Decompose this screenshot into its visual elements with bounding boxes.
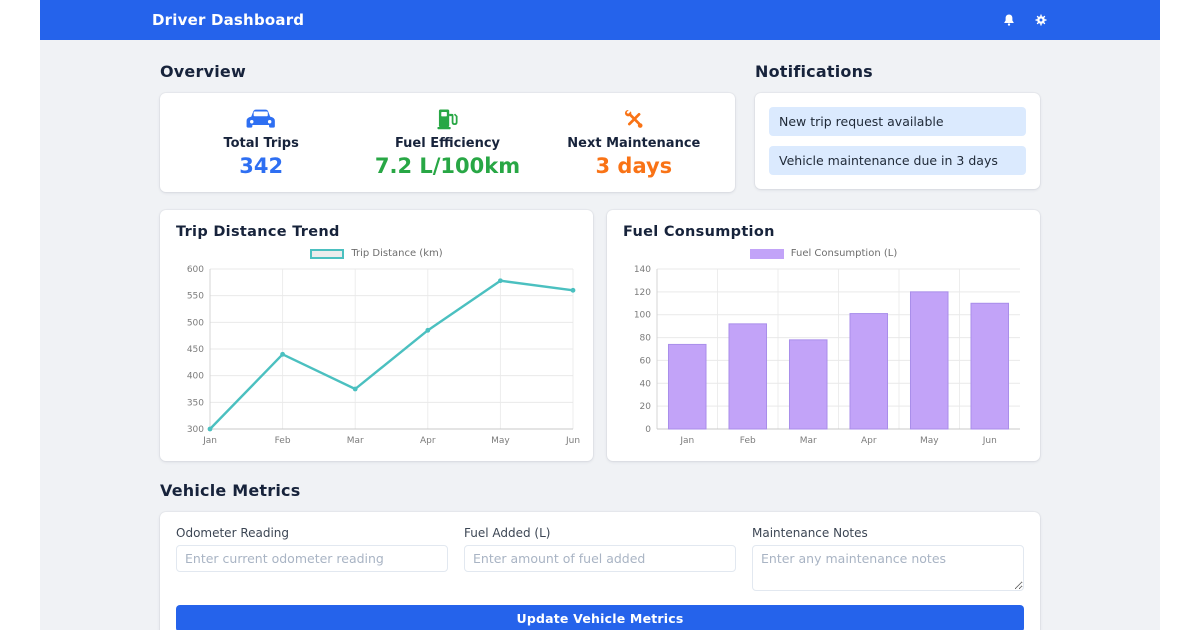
svg-text:0: 0	[645, 425, 651, 435]
bell-icon[interactable]	[1002, 13, 1016, 27]
svg-text:Apr: Apr	[861, 436, 877, 446]
legend-swatch-bar	[749, 248, 784, 259]
fuel-added-input[interactable]	[464, 545, 736, 572]
maintenance-notes-field-group: Maintenance Notes	[752, 526, 1024, 595]
svg-text:Feb: Feb	[275, 436, 291, 446]
svg-text:60: 60	[640, 356, 652, 366]
odometer-field-group: Odometer Reading	[176, 526, 448, 572]
notification-item: Vehicle maintenance due in 3 days	[769, 146, 1026, 175]
overview-heading: Overview	[160, 62, 246, 81]
vehicle-metrics-section: Vehicle Metrics Odometer Reading Fuel Ad…	[160, 481, 1040, 630]
overview-section: Overview Total Trips	[160, 62, 735, 192]
svg-text:450: 450	[187, 345, 204, 355]
notifications-heading: Notifications	[755, 62, 873, 81]
stat-label: Total Trips	[223, 136, 299, 151]
fuel-consumption-chart-card: Fuel Consumption Fuel Consumption (L) 0 2…	[607, 210, 1040, 461]
fuel-consumption-legend: Fuel Consumption (L)	[623, 248, 1024, 259]
svg-text:300: 300	[187, 425, 204, 435]
settings-gear-icon[interactable]	[1034, 13, 1048, 27]
stat-total-trips: Total Trips 342	[168, 107, 354, 178]
svg-text:100: 100	[634, 311, 651, 321]
svg-text:80: 80	[640, 334, 652, 344]
overview-card: Total Trips 342	[160, 93, 735, 192]
stat-value-total-trips: 342	[239, 154, 284, 178]
odometer-input[interactable]	[176, 545, 448, 572]
svg-text:May: May	[491, 436, 510, 446]
svg-text:Feb: Feb	[740, 436, 756, 446]
stat-label: Fuel Efficiency	[394, 136, 501, 151]
svg-text:Jan: Jan	[679, 436, 694, 446]
app-container: Driver Dashboard	[40, 0, 1160, 630]
svg-text:600: 600	[187, 265, 204, 275]
svg-text:Jun: Jun	[565, 436, 580, 446]
fuel-pump-icon	[354, 107, 540, 131]
odometer-label: Odometer Reading	[176, 526, 290, 540]
header-icons	[1002, 13, 1048, 27]
trip-distance-line-chart: Jan Feb Mar Apr May Jun 300 350 400 450 500 550 600	[187, 265, 580, 446]
trip-distance-legend: Trip Distance (km)	[176, 248, 577, 259]
fuel-consumption-chart-title: Fuel Consumption	[623, 224, 775, 240]
svg-text:40: 40	[640, 379, 652, 389]
trip-distance-chart-card: Trip Distance Trend Trip Distance (km) J…	[160, 210, 593, 461]
fuel-consumption-bar-chart: 0 20 40 60 80 100 120 140 Jan Feb Mar Apr May Jun	[634, 265, 1020, 446]
svg-text:140: 140	[634, 265, 651, 275]
svg-text:Jan: Jan	[202, 436, 217, 446]
tools-icon	[541, 107, 727, 131]
trip-distance-chart-title: Trip Distance Trend	[176, 224, 340, 240]
notification-item: New trip request available	[769, 107, 1026, 136]
svg-text:Apr: Apr	[420, 436, 436, 446]
stat-next-maintenance: Next Maintenance 3 days	[541, 107, 727, 178]
maintenance-notes-label: Maintenance Notes	[752, 526, 868, 540]
fuel-added-label: Fuel Added (L)	[464, 526, 551, 540]
stat-value-next-maintenance: 3 days	[595, 154, 673, 178]
svg-text:550: 550	[187, 292, 204, 302]
svg-text:350: 350	[187, 398, 204, 408]
svg-text:Mar: Mar	[347, 436, 364, 446]
notifications-card: New trip request available Vehicle maint…	[755, 93, 1040, 189]
header-bar: Driver Dashboard	[40, 0, 1160, 40]
vehicle-metrics-heading: Vehicle Metrics	[160, 481, 301, 500]
vehicle-metrics-card: Odometer Reading Fuel Added (L) Maintena…	[160, 512, 1040, 630]
legend-swatch-line	[310, 248, 345, 259]
svg-text:Mar: Mar	[800, 436, 817, 446]
svg-text:400: 400	[187, 372, 204, 382]
stat-fuel-efficiency: Fuel Efficiency 7.2 L/100km	[354, 107, 540, 178]
notifications-section: Notifications New trip request available…	[755, 62, 1040, 189]
stat-value-fuel-efficiency: 7.2 L/100km	[374, 154, 521, 178]
svg-text:May: May	[920, 436, 939, 446]
svg-text:20: 20	[640, 402, 652, 412]
stat-label: Next Maintenance	[567, 136, 701, 151]
car-icon	[168, 107, 354, 131]
svg-text:500: 500	[187, 318, 204, 328]
fuel-added-field-group: Fuel Added (L)	[464, 526, 736, 572]
main-content: Overview Total Trips	[40, 40, 1160, 630]
update-vehicle-metrics-button[interactable]: Update Vehicle Metrics	[176, 605, 1024, 630]
svg-text:Jun: Jun	[982, 436, 997, 446]
app-title: Driver Dashboard	[152, 11, 305, 29]
svg-text:120: 120	[634, 288, 651, 298]
maintenance-notes-textarea[interactable]	[752, 545, 1024, 591]
